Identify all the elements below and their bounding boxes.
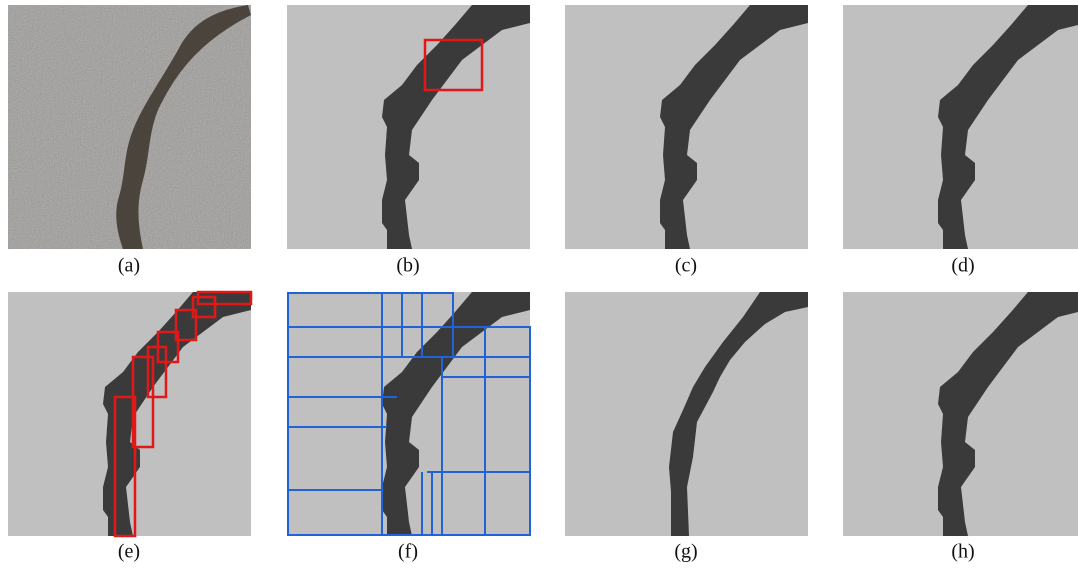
panel-label: (e) [118,541,140,563]
panel-label: (a) [118,255,140,277]
panel-label: (g) [674,541,697,563]
panel-label: (h) [951,541,974,563]
panel-c [565,5,808,249]
panel-f [287,292,530,536]
page: (a) (b) (c) (d) (e) (f) (g) (h) (() => {… [0,0,1078,568]
panel-b [287,5,530,249]
panel-h [843,292,1078,536]
panel-label: (f) [398,541,418,563]
panel-a [8,5,251,249]
panel-g [565,292,808,536]
figure: (a) (b) (c) (d) (e) (f) (g) (h) [0,0,1078,568]
panel-label: (b) [396,255,419,277]
panel-d [843,5,1078,249]
panel-e [8,292,251,536]
panel-label: (c) [675,255,697,277]
panel-label: (d) [951,255,974,277]
